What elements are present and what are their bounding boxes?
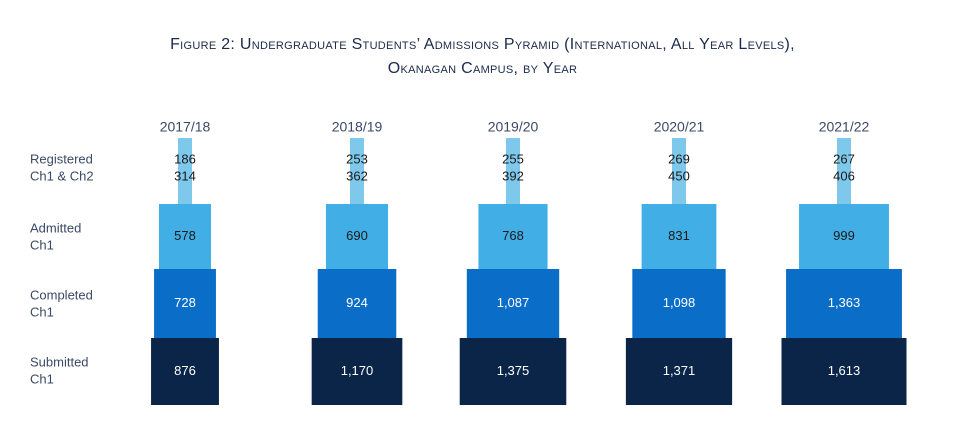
registered-bar <box>178 138 192 204</box>
year-label: 2018/19 <box>332 119 383 135</box>
admitted-bar <box>158 204 212 269</box>
admitted-bar <box>478 204 548 269</box>
registered-ch1-label: 267 <box>833 151 855 166</box>
admitted-value-label: 768 <box>502 228 524 243</box>
registered-ch1-label: 255 <box>502 151 524 166</box>
completed-value-label: 1,363 <box>828 295 861 310</box>
registered-ch1-label: 253 <box>346 151 368 166</box>
submitted-bar <box>151 338 219 405</box>
completed-bar <box>466 269 560 338</box>
admitted-bar <box>641 204 717 269</box>
completed-value-label: 924 <box>346 295 368 310</box>
completed-bar <box>786 269 902 338</box>
submitted-bar <box>459 338 567 405</box>
stage-label: Ch1 <box>30 237 54 252</box>
registered-bar <box>506 138 520 204</box>
admitted-value-label: 690 <box>346 228 368 243</box>
year-label: 2020/21 <box>654 119 705 135</box>
year-label: 2017/18 <box>160 119 211 135</box>
registered-ch2-label: 314 <box>174 168 196 183</box>
stage-label: Submitted <box>30 354 89 369</box>
chart-title-line-2: Okanagan Campus, by Year <box>387 60 578 77</box>
admitted-bar <box>799 204 889 269</box>
admitted-bar <box>325 204 389 269</box>
registered-bar <box>672 138 686 204</box>
stage-label: Ch1 <box>30 304 54 319</box>
completed-value-label: 1,098 <box>663 295 696 310</box>
submitted-value-label: 1,371 <box>663 363 696 378</box>
submitted-bar <box>311 338 403 405</box>
completed-bar <box>154 269 216 338</box>
stage-label: Registered <box>30 151 93 166</box>
registered-ch2-label: 450 <box>668 168 690 183</box>
stage-label: Completed <box>30 287 93 302</box>
stage-label: Ch1 & Ch2 <box>30 168 94 183</box>
registered-ch1-label: 186 <box>174 151 196 166</box>
submitted-bar <box>781 338 907 405</box>
stage-label: Admitted <box>30 220 81 235</box>
stage-label: Ch1 <box>30 371 54 386</box>
completed-value-label: 1,087 <box>497 295 530 310</box>
admitted-value-label: 831 <box>668 228 690 243</box>
completed-bar <box>317 269 397 338</box>
completed-value-label: 728 <box>174 295 196 310</box>
submitted-bar <box>625 338 733 405</box>
admitted-value-label: 578 <box>174 228 196 243</box>
registered-ch2-label: 406 <box>833 168 855 183</box>
registered-bar <box>837 138 851 204</box>
registered-bar <box>350 138 364 204</box>
submitted-value-label: 1,170 <box>341 363 374 378</box>
submitted-value-label: 1,375 <box>497 363 530 378</box>
completed-bar <box>632 269 726 338</box>
admitted-value-label: 999 <box>833 228 855 243</box>
submitted-value-label: 1,613 <box>828 363 861 378</box>
registered-ch2-label: 392 <box>502 168 524 183</box>
registered-ch2-label: 362 <box>346 168 368 183</box>
submitted-value-label: 876 <box>174 363 196 378</box>
registered-ch1-label: 269 <box>668 151 690 166</box>
chart-title-line-1: Figure 2: Undergraduate Students’ Admiss… <box>170 36 795 53</box>
year-label: 2019/20 <box>488 119 539 135</box>
year-label: 2021/22 <box>819 119 870 135</box>
